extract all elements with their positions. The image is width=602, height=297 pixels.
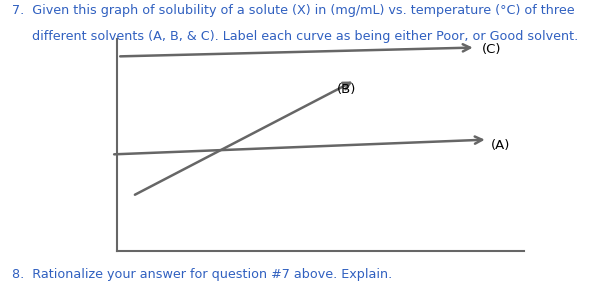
Text: (A): (A) [491,139,510,152]
Text: different solvents (A, B, & C). Label each curve as being either Poor, or Good s: different solvents (A, B, & C). Label ea… [12,30,579,43]
Text: 8.  Rationalize your answer for question #7 above. Explain.: 8. Rationalize your answer for question … [12,268,393,281]
Text: (C): (C) [482,42,501,56]
Text: (B): (B) [337,83,356,96]
Text: 7.  Given this graph of solubility of a solute (X) in (mg/mL) vs. temperature (°: 7. Given this graph of solubility of a s… [12,4,575,18]
